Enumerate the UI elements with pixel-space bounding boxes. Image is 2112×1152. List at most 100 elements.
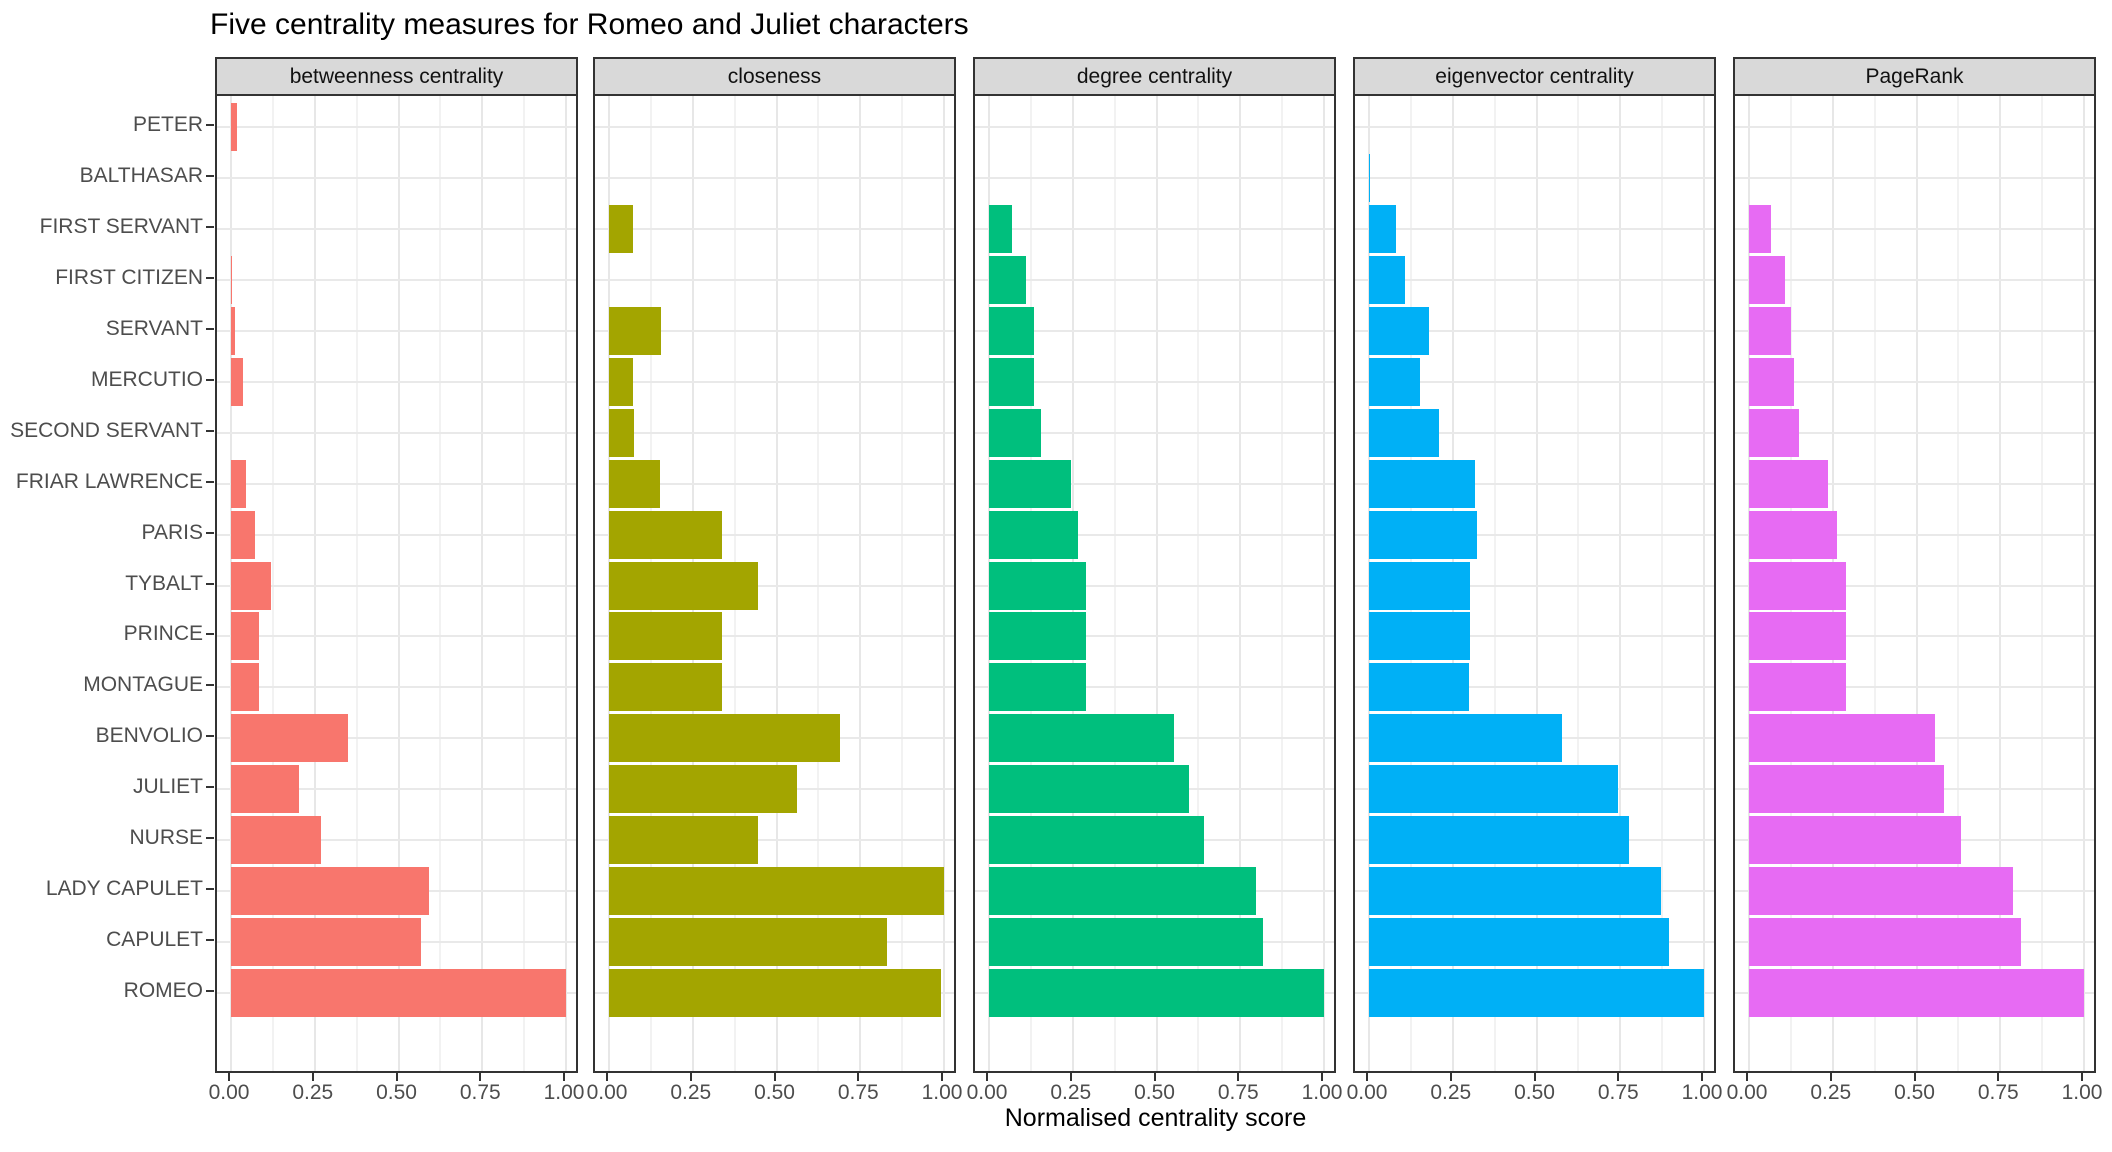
x-axis-tick-label: 0.75: [1977, 1081, 2019, 1104]
gridline-vertical-major: [1155, 96, 1158, 1071]
gridline-horizontal-major: [595, 329, 954, 332]
gridline-vertical-minor: [523, 96, 526, 1071]
bar: [989, 765, 1190, 814]
bar: [989, 306, 1034, 355]
gridline-horizontal-major: [217, 533, 576, 536]
x-axis-tick: [1237, 1073, 1240, 1081]
bar: [609, 969, 941, 1018]
gridline-horizontal-major: [1355, 431, 1714, 434]
gridline-vertical-major: [775, 96, 778, 1071]
bar: [989, 561, 1087, 610]
bar: [989, 969, 1324, 1018]
gridline-horizontal-major: [975, 431, 1334, 434]
x-axis-tick: [1366, 1073, 1368, 1081]
gridline-horizontal-major: [217, 788, 576, 791]
gridline-horizontal-major: [217, 737, 576, 740]
gridline-horizontal-major: [217, 431, 576, 434]
bar: [1749, 765, 1945, 814]
bar: [609, 561, 759, 610]
gridline-horizontal-major: [595, 431, 954, 434]
y-axis-tick: [206, 225, 214, 228]
y-axis-label: FIRST SERVANT: [39, 214, 203, 238]
x-axis-tick: [986, 1073, 988, 1081]
gridline-horizontal-major: [595, 839, 954, 842]
gridline-horizontal-major: [217, 584, 576, 587]
gridline-vertical-major: [1323, 96, 1325, 1071]
x-axis-tick: [1321, 1073, 1323, 1081]
bar: [609, 306, 661, 355]
x-axis-title: Normalised centrality score: [1004, 1104, 1307, 1132]
x-axis-tick: [1617, 1073, 1620, 1081]
gridline-vertical-major: [1535, 96, 1538, 1071]
gridline-vertical-minor: [1957, 96, 1960, 1071]
bar: [1749, 408, 1800, 457]
gridline-horizontal-major: [595, 278, 954, 281]
x-axis-tick-label: 0.00: [586, 1081, 628, 1104]
bar: [1369, 561, 1470, 610]
x-axis-tick-label: 1.00: [1681, 1081, 1723, 1104]
x-axis-tick: [1533, 1073, 1536, 1081]
bar: [1369, 153, 1371, 202]
y-axis-label: TYBALT: [125, 571, 203, 595]
y-axis-tick: [206, 429, 214, 432]
gridline-vertical-major: [481, 96, 484, 1071]
gridline-vertical-minor: [901, 96, 904, 1071]
bar: [989, 867, 1257, 916]
bar: [609, 918, 888, 967]
bar: [609, 612, 723, 661]
bar: [231, 765, 300, 814]
bar: [1749, 867, 2014, 916]
bar: [1369, 663, 1469, 712]
y-axis-tick: [206, 786, 214, 789]
y-axis-label: LADY CAPULET: [45, 877, 203, 901]
bar: [989, 918, 1263, 967]
gridline-vertical-major: [397, 96, 400, 1071]
gridline-horizontal-major: [975, 584, 1334, 587]
gridline-horizontal-major: [1735, 380, 2094, 383]
bar: [1369, 612, 1470, 661]
gridline-vertical-minor: [1577, 96, 1580, 1071]
facet-strip-label: degree centrality: [1076, 64, 1233, 88]
bar: [609, 867, 944, 916]
gridline-vertical-minor: [1873, 96, 1876, 1071]
gridline-horizontal-major: [1735, 176, 2094, 179]
bar: [989, 663, 1087, 712]
bar: [1749, 255, 1785, 304]
gridline-horizontal-major: [1355, 125, 1714, 128]
gridline-horizontal-major: [1735, 329, 2094, 332]
y-axis-tick: [206, 327, 214, 330]
bar: [1749, 510, 1838, 559]
bar: [231, 663, 259, 712]
bar: [989, 510, 1079, 559]
facet-strip-label: eigenvector centrality: [1435, 64, 1634, 88]
bar: [1749, 204, 1772, 253]
y-axis-tick: [206, 276, 214, 279]
gridline-horizontal-major: [595, 125, 954, 128]
x-axis-tick-label: 0.50: [754, 1081, 795, 1104]
gridline-horizontal-major: [1735, 686, 2094, 689]
bar: [609, 663, 723, 712]
gridline-vertical-major: [1703, 96, 1705, 1071]
bar: [1369, 867, 1662, 916]
facet-strip-label: closeness: [727, 64, 822, 88]
gridline-horizontal-major: [217, 278, 576, 281]
gridline-horizontal-major: [1735, 278, 2094, 281]
y-axis-tick: [206, 633, 214, 636]
gridline-vertical-minor: [1113, 96, 1116, 1071]
facet-panel: [973, 94, 1336, 1073]
gridline-vertical-major: [943, 96, 945, 1071]
bar: [989, 459, 1072, 508]
x-axis-tick: [941, 1073, 943, 1081]
bar: [231, 969, 566, 1018]
x-axis-tick: [1997, 1073, 2000, 1081]
x-axis-tick-label: 0.25: [292, 1081, 334, 1104]
gridline-horizontal-major: [1355, 482, 1714, 485]
x-axis-tick-label: 0.00: [208, 1081, 250, 1104]
x-axis-tick-label: 0.75: [1597, 1081, 1639, 1104]
facet-strip-label: PageRank: [1865, 64, 1964, 88]
bar: [1749, 816, 1962, 865]
gridline-vertical-major: [1239, 96, 1242, 1071]
gridline-vertical-minor: [1661, 96, 1664, 1071]
bar: [231, 816, 322, 865]
y-axis-label: NURSE: [129, 826, 203, 850]
